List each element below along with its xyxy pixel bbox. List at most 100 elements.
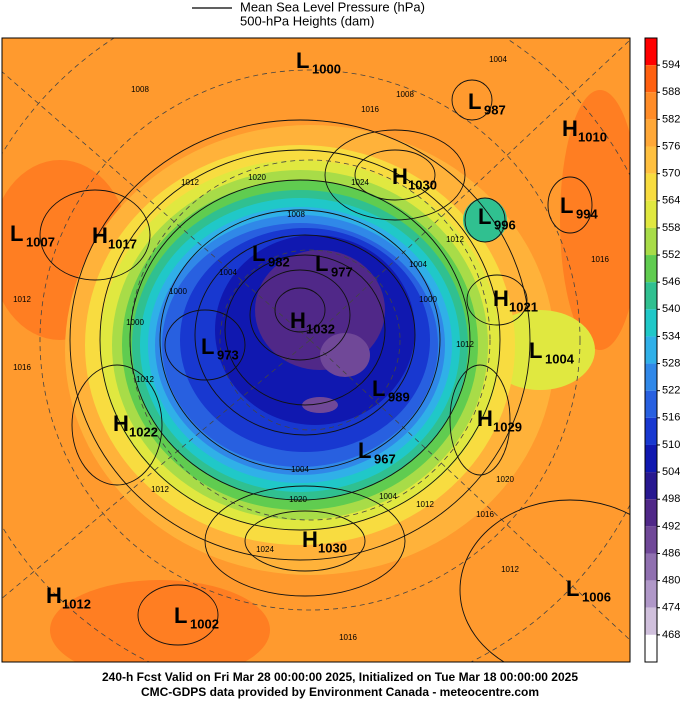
center-letter: L (296, 48, 309, 73)
colorbar-band (645, 255, 657, 283)
height-shade (463, 198, 507, 242)
center-pressure: 1000 (312, 61, 341, 76)
colorbar-label: 492 (662, 520, 680, 532)
center-letter: H (113, 411, 129, 436)
colorbar-band (645, 146, 657, 174)
isobar-label: 1000 (419, 295, 437, 304)
colorbar-label: 558 (662, 222, 680, 234)
colorbar-label: 594 (662, 59, 680, 71)
isobar-label: 1012 (151, 485, 169, 494)
center-pressure: 994 (576, 206, 598, 221)
isobar-label: 1016 (361, 105, 379, 114)
isobar-label: 1012 (13, 295, 31, 304)
center-letter: L (529, 338, 542, 363)
footer-line: CMC-GDPS data provided by Environment Ca… (141, 685, 539, 699)
center-letter: L (10, 221, 23, 246)
center-letter: H (46, 583, 62, 608)
isobar-label: 1020 (289, 495, 307, 504)
center-letter: L (566, 576, 579, 601)
center-pressure: 973 (217, 347, 239, 362)
center-letter: H (562, 116, 578, 141)
isobar-label: 1016 (13, 363, 31, 372)
isobar-label: 1004 (489, 55, 507, 64)
colorbar-band (645, 200, 657, 228)
center-letter: L (201, 334, 214, 359)
colorbar-band (645, 390, 657, 418)
isobars (39, 79, 630, 662)
isobar-label: 1016 (339, 633, 357, 642)
isobar-label: 1008 (396, 90, 414, 99)
isobar-label: 1004 (291, 465, 309, 474)
isobar-label: 1024 (256, 545, 274, 554)
colorbar-band (645, 499, 657, 527)
colorbar-band (645, 553, 657, 581)
colorbar-frame (644, 37, 658, 663)
height-shade (50, 580, 270, 662)
center-pressure: 1002 (190, 616, 219, 631)
height-shade (560, 90, 630, 350)
center-pressure: 1021 (509, 299, 538, 314)
colorbar-label: 474 (662, 602, 680, 614)
colorbar-label: 516 (662, 412, 680, 424)
center-letter: L (468, 89, 481, 114)
center-pressure: 1032 (306, 321, 335, 336)
center-pressure: 987 (484, 102, 506, 117)
colorbar-label: 546 (662, 276, 680, 288)
center-pressure: 1012 (62, 596, 91, 611)
center-letter: L (372, 376, 385, 401)
colorbar-band (645, 65, 657, 93)
colorbar-band (645, 38, 657, 66)
colorbar-band (645, 173, 657, 201)
center-pressure: 982 (268, 254, 290, 269)
colorbar-label: 468 (662, 629, 680, 641)
center-letter: H (290, 308, 306, 333)
colorbar-label: 570 (662, 168, 680, 180)
footer-line: 240-h Fcst Valid on Fri Mar 28 00:00:00 … (102, 670, 578, 684)
colorbar-label: 534 (662, 330, 680, 342)
colorbar-band (645, 119, 657, 147)
colorbar-band (645, 282, 657, 310)
isobar-label: 1008 (287, 210, 305, 219)
center-pressure: 1030 (408, 177, 437, 192)
colorbar-band (645, 336, 657, 364)
isobar-label: 1020 (248, 173, 266, 182)
colorbar-label: 564 (662, 195, 680, 207)
colorbar-band (645, 92, 657, 120)
isobar-label: 1012 (456, 340, 474, 349)
legend-label: 500-hPa Heights (dam) (240, 13, 374, 28)
colorbar-label: 504 (662, 466, 680, 478)
isobar-label: 1000 (169, 287, 187, 296)
center-letter: H (92, 223, 108, 248)
center-pressure: 996 (494, 217, 516, 232)
center-pressure: 1017 (108, 236, 137, 251)
colorbar-band (645, 309, 657, 337)
isobar-label: 1012 (181, 178, 199, 187)
center-letter: L (478, 204, 491, 229)
center-letter: H (477, 406, 493, 431)
colorbar-label: 498 (662, 493, 680, 505)
center-pressure: 1006 (582, 589, 611, 604)
center-pressure: 967 (374, 451, 396, 466)
isobar-label: 1012 (416, 500, 434, 509)
colorbar-band (645, 526, 657, 554)
colorbar-band (645, 634, 657, 662)
center-letter: L (358, 438, 371, 463)
legend-label: Mean Sea Level Pressure (hPa) (240, 0, 425, 14)
colorbar-band (645, 580, 657, 608)
colorbar-band (645, 363, 657, 391)
center-letter: H (493, 286, 509, 311)
center-pressure: 977 (331, 264, 353, 279)
colorbar-band (645, 472, 657, 500)
height-shade (320, 333, 370, 377)
isobar-label: 1004 (219, 268, 237, 277)
center-letter: L (315, 251, 328, 276)
isobar-label: 1004 (379, 492, 397, 501)
colorbar: 594 588 582 576 570 564 558 552 546 540 534 528 522 5… (644, 37, 680, 663)
colorbar-label: 528 (662, 357, 680, 369)
center-letter: L (252, 241, 265, 266)
colorbar-band (645, 417, 657, 445)
isobar-label: 1012 (136, 375, 154, 384)
